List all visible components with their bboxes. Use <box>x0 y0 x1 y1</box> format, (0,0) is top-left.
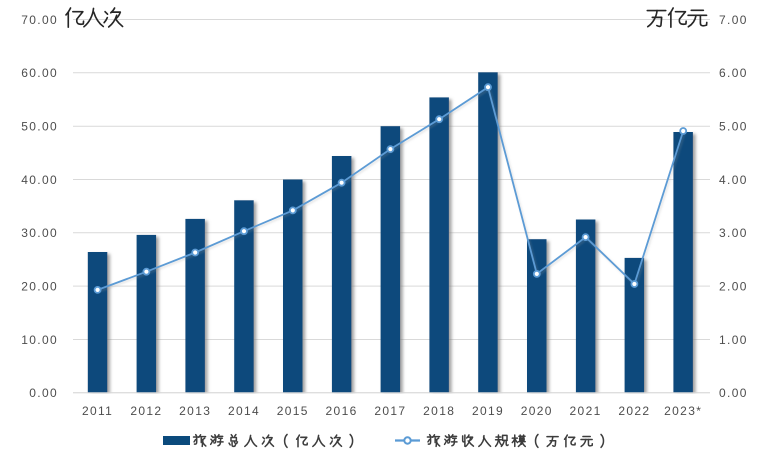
svg-text:2013: 2013 <box>179 404 211 418</box>
svg-text:2019: 2019 <box>472 404 504 418</box>
svg-text:2020: 2020 <box>521 404 553 418</box>
svg-text:2011: 2011 <box>82 404 113 418</box>
svg-text:30.00: 30.00 <box>21 226 58 240</box>
svg-text:0.00: 0.00 <box>719 386 748 400</box>
svg-text:60.00: 60.00 <box>21 66 58 80</box>
svg-text:1.00: 1.00 <box>719 333 748 347</box>
svg-text:2022: 2022 <box>618 404 650 418</box>
svg-text:5.00: 5.00 <box>719 120 748 134</box>
svg-text:20.00: 20.00 <box>21 279 58 293</box>
svg-text:2012: 2012 <box>130 404 162 418</box>
svg-text:40.00: 40.00 <box>21 173 58 187</box>
svg-text:2023*: 2023* <box>664 404 702 418</box>
svg-text:2021: 2021 <box>570 404 602 418</box>
svg-text:7.00: 7.00 <box>719 13 748 27</box>
svg-text:4.00: 4.00 <box>719 173 748 187</box>
svg-text:3.00: 3.00 <box>719 226 748 240</box>
svg-text:70.00: 70.00 <box>21 13 58 27</box>
svg-text:2015: 2015 <box>277 404 309 418</box>
svg-text:2014: 2014 <box>228 404 260 418</box>
svg-text:10.00: 10.00 <box>21 333 58 347</box>
svg-text:6.00: 6.00 <box>719 66 748 80</box>
svg-text:50.00: 50.00 <box>21 120 58 134</box>
svg-text:2016: 2016 <box>326 404 358 418</box>
svg-text:0.00: 0.00 <box>29 386 58 400</box>
svg-text:2018: 2018 <box>423 404 455 418</box>
svg-text:2.00: 2.00 <box>719 279 748 293</box>
svg-text:2017: 2017 <box>374 404 406 418</box>
